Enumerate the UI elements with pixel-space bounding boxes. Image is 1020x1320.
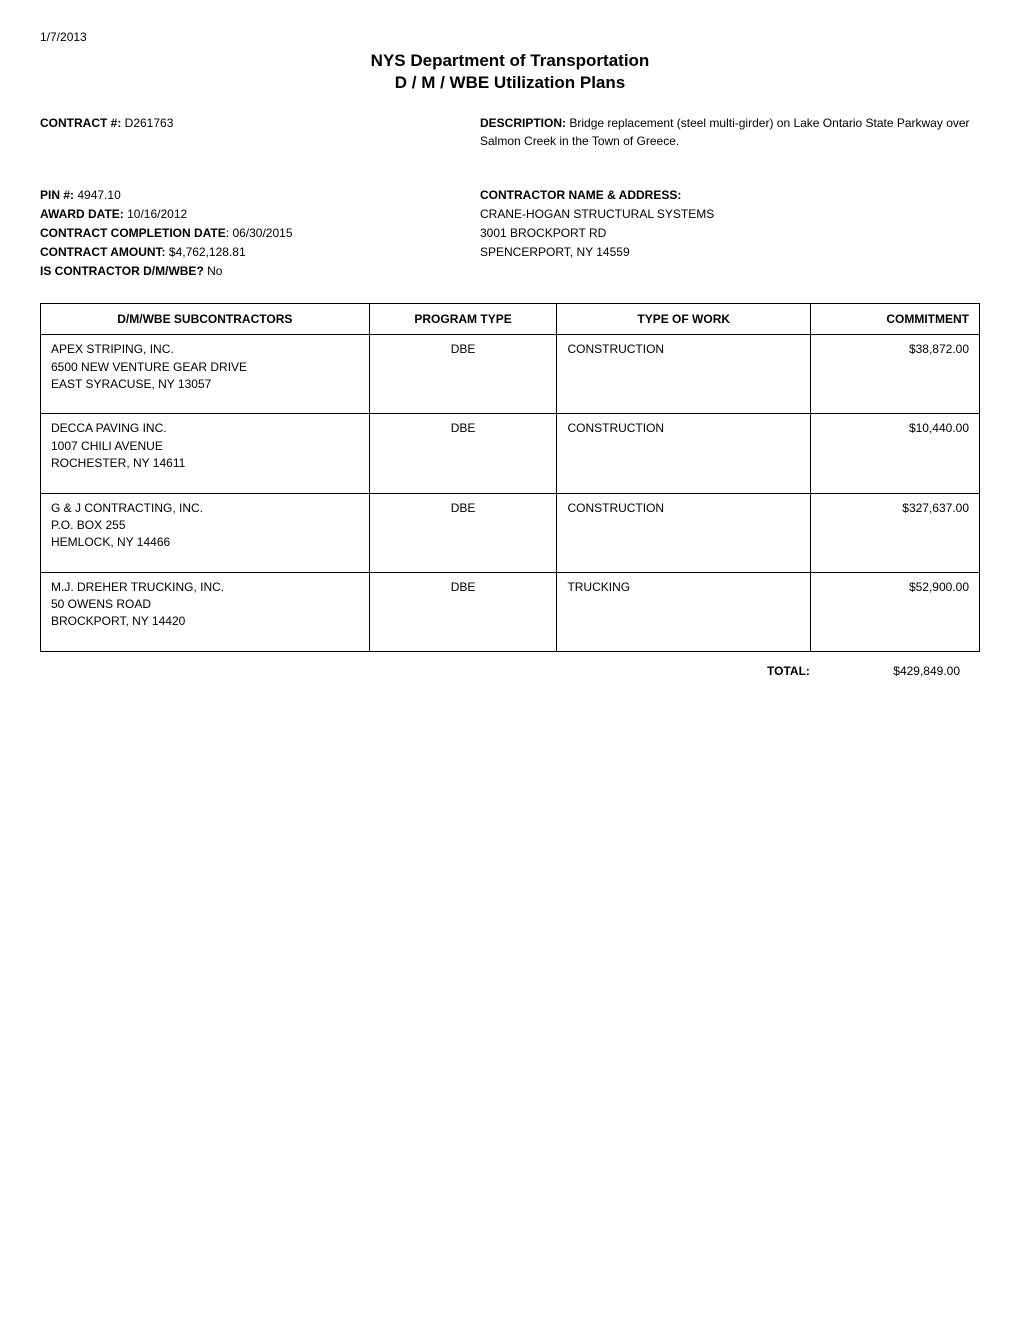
sub-type-of-work: TRUCKING: [557, 572, 811, 651]
title-block: NYS Department of Transportation D / M /…: [40, 50, 980, 94]
sub-program-type: DBE: [369, 493, 557, 572]
table-row: APEX STRIPING, INC. 6500 NEW VENTURE GEA…: [41, 335, 980, 414]
is-dmwbe-value: No: [207, 264, 222, 278]
sub-type-of-work: CONSTRUCTION: [557, 414, 811, 493]
sub-name: APEX STRIPING, INC.: [51, 341, 359, 358]
sub-commitment: $38,872.00: [810, 335, 979, 414]
sub-program-type: DBE: [369, 572, 557, 651]
sub-program-type: DBE: [369, 414, 557, 493]
total-value: $429,849.00: [893, 664, 960, 678]
table-header-row: D/M/WBE SUBCONTRACTORS PROGRAM TYPE TYPE…: [41, 304, 980, 335]
col-type-of-work: TYPE OF WORK: [557, 304, 811, 335]
pin-label: PIN #:: [40, 188, 74, 202]
completion-date-value: 06/30/2015: [232, 226, 292, 240]
sub-addr2: BROCKPORT, NY 14420: [51, 613, 359, 630]
total-row: TOTAL: $429,849.00: [40, 664, 980, 678]
sub-addr1: 6500 NEW VENTURE GEAR DRIVE: [51, 359, 359, 376]
title-line-1: NYS Department of Transportation: [40, 50, 980, 72]
sub-type-of-work: CONSTRUCTION: [557, 493, 811, 572]
description-label: DESCRIPTION:: [480, 116, 566, 130]
sub-addr2: ROCHESTER, NY 14611: [51, 455, 359, 472]
table-row: DECCA PAVING INC. 1007 CHILI AVENUE ROCH…: [41, 414, 980, 493]
sub-type-of-work: CONSTRUCTION: [557, 335, 811, 414]
sub-addr1: 1007 CHILI AVENUE: [51, 438, 359, 455]
completion-date-label: CONTRACT COMPLETION DATE: [40, 226, 226, 240]
table-row: G & J CONTRACTING, INC. P.O. BOX 255 HEM…: [41, 493, 980, 572]
sub-addr2: EAST SYRACUSE, NY 13057: [51, 376, 359, 393]
contractor-addr1: 3001 BROCKPORT RD: [480, 224, 980, 242]
contractor-addr2: SPENCERPORT, NY 14559: [480, 243, 980, 261]
contractor-header: CONTRACTOR NAME & ADDRESS:: [480, 186, 980, 204]
sub-name: M.J. DREHER TRUCKING, INC.: [51, 579, 359, 596]
sub-program-type: DBE: [369, 335, 557, 414]
contractor-name: CRANE-HOGAN STRUCTURAL SYSTEMS: [480, 205, 980, 223]
report-date: 1/7/2013: [40, 30, 980, 44]
sub-name: G & J CONTRACTING, INC.: [51, 500, 359, 517]
total-label: TOTAL:: [767, 664, 810, 678]
award-date-label: AWARD DATE:: [40, 207, 124, 221]
col-subcontractors: D/M/WBE SUBCONTRACTORS: [41, 304, 370, 335]
contract-info-top: CONTRACT #: D261763 DESCRIPTION: Bridge …: [40, 114, 980, 164]
award-date-value: 10/16/2012: [127, 207, 187, 221]
pin-value: 4947.10: [77, 188, 120, 202]
is-dmwbe-label: IS CONTRACTOR D/M/WBE?: [40, 264, 204, 278]
sub-commitment: $52,900.00: [810, 572, 979, 651]
contract-amount-label: CONTRACT AMOUNT:: [40, 245, 166, 259]
contract-number-value: D261763: [125, 116, 174, 130]
subcontractors-table: D/M/WBE SUBCONTRACTORS PROGRAM TYPE TYPE…: [40, 303, 980, 652]
col-program-type: PROGRAM TYPE: [369, 304, 557, 335]
sub-addr1: P.O. BOX 255: [51, 517, 359, 534]
contract-number-label: CONTRACT #:: [40, 116, 121, 130]
sub-commitment: $327,637.00: [810, 493, 979, 572]
sub-commitment: $10,440.00: [810, 414, 979, 493]
title-line-2: D / M / WBE Utilization Plans: [40, 72, 980, 94]
contract-info-bottom: PIN #: 4947.10 AWARD DATE: 10/16/2012 CO…: [40, 186, 980, 281]
sub-addr1: 50 OWENS ROAD: [51, 596, 359, 613]
table-row: M.J. DREHER TRUCKING, INC. 50 OWENS ROAD…: [41, 572, 980, 651]
col-commitment: COMMITMENT: [810, 304, 979, 335]
sub-addr2: HEMLOCK, NY 14466: [51, 534, 359, 551]
sub-name: DECCA PAVING INC.: [51, 420, 359, 437]
contract-amount-value: $4,762,128.81: [169, 245, 246, 259]
